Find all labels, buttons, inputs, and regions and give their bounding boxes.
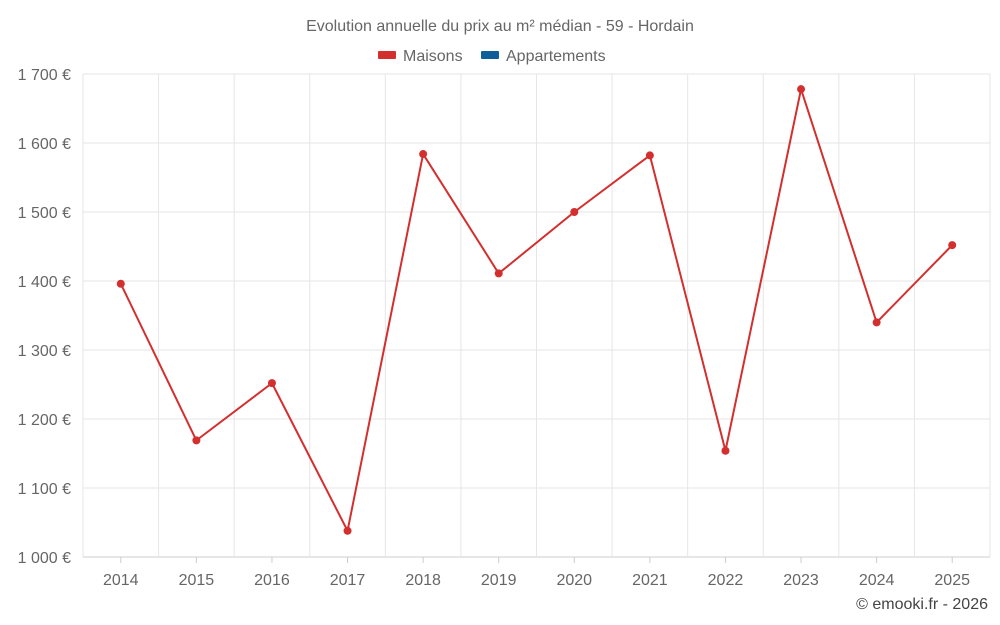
- data-point-maisons-2020[interactable]: [570, 208, 579, 216]
- grid: [82, 73, 991, 558]
- series-maisons: [116, 85, 957, 535]
- data-point-maisons-2021[interactable]: [645, 151, 654, 160]
- data-point-maisons-2015[interactable]: [192, 436, 201, 445]
- x-tick-label: 2019: [481, 572, 517, 589]
- y-tick-label: 1 600 €: [18, 136, 71, 153]
- data-point-maisons-2025[interactable]: [948, 241, 957, 250]
- chart-title: Evolution annuelle du prix au m² médian …: [306, 18, 694, 35]
- data-point-maisons-2014[interactable]: [116, 279, 125, 288]
- credit-text: © emooki.fr - 2026: [856, 596, 988, 613]
- legend-item-appartements[interactable]: Appartements: [481, 48, 606, 65]
- data-point-maisons-2019[interactable]: [494, 269, 503, 278]
- legend-label-maisons: Maisons: [403, 48, 463, 65]
- series-line-maisons: [119, 88, 953, 532]
- data-point-maisons-2023[interactable]: [797, 85, 806, 94]
- data-point-maisons-2022[interactable]: [721, 446, 730, 455]
- y-tick-label: 1 400 €: [18, 274, 71, 291]
- y-axis: 1 000 € 1 100 € 1 200 € 1 300 € 1 400 € 1 500…: [18, 67, 71, 567]
- y-tick-label: 1 500 €: [18, 205, 71, 222]
- legend-swatch-maisons: [378, 51, 396, 59]
- y-tick-label: 1 700 €: [18, 67, 71, 84]
- x-tick-label: 2016: [254, 572, 290, 589]
- x-tick-label: 2015: [179, 572, 215, 589]
- x-tick-label: 2022: [708, 572, 744, 589]
- legend-item-maisons[interactable]: Maisons: [378, 48, 463, 65]
- x-tick-label: 2020: [556, 572, 592, 589]
- data-point-maisons-2018[interactable]: [419, 150, 428, 159]
- x-tick-label: 2025: [934, 572, 970, 589]
- x-axis: 2014 2015 2016 2017 2018 2019 2020 2021 2022 2023…: [103, 557, 970, 589]
- legend-swatch-appartements: [481, 51, 499, 59]
- data-point-maisons-2024[interactable]: [872, 318, 881, 327]
- data-point-maisons-2016[interactable]: [267, 379, 276, 388]
- legend: Maisons Appartements: [378, 48, 606, 65]
- x-tick-label: 2017: [330, 572, 366, 589]
- y-tick-label: 1 000 €: [18, 550, 71, 567]
- x-tick-label: 2023: [783, 572, 819, 589]
- legend-label-appartements: Appartements: [506, 48, 606, 65]
- y-tick-label: 1 100 €: [18, 481, 71, 498]
- x-tick-label: 2021: [632, 572, 668, 589]
- x-tick-label: 2024: [859, 572, 895, 589]
- data-point-maisons-2017[interactable]: [343, 526, 352, 535]
- x-tick-label: 2014: [103, 572, 139, 589]
- x-tick-label: 2018: [405, 572, 441, 589]
- y-tick-label: 1 300 €: [18, 343, 71, 360]
- y-tick-label: 1 200 €: [18, 412, 71, 429]
